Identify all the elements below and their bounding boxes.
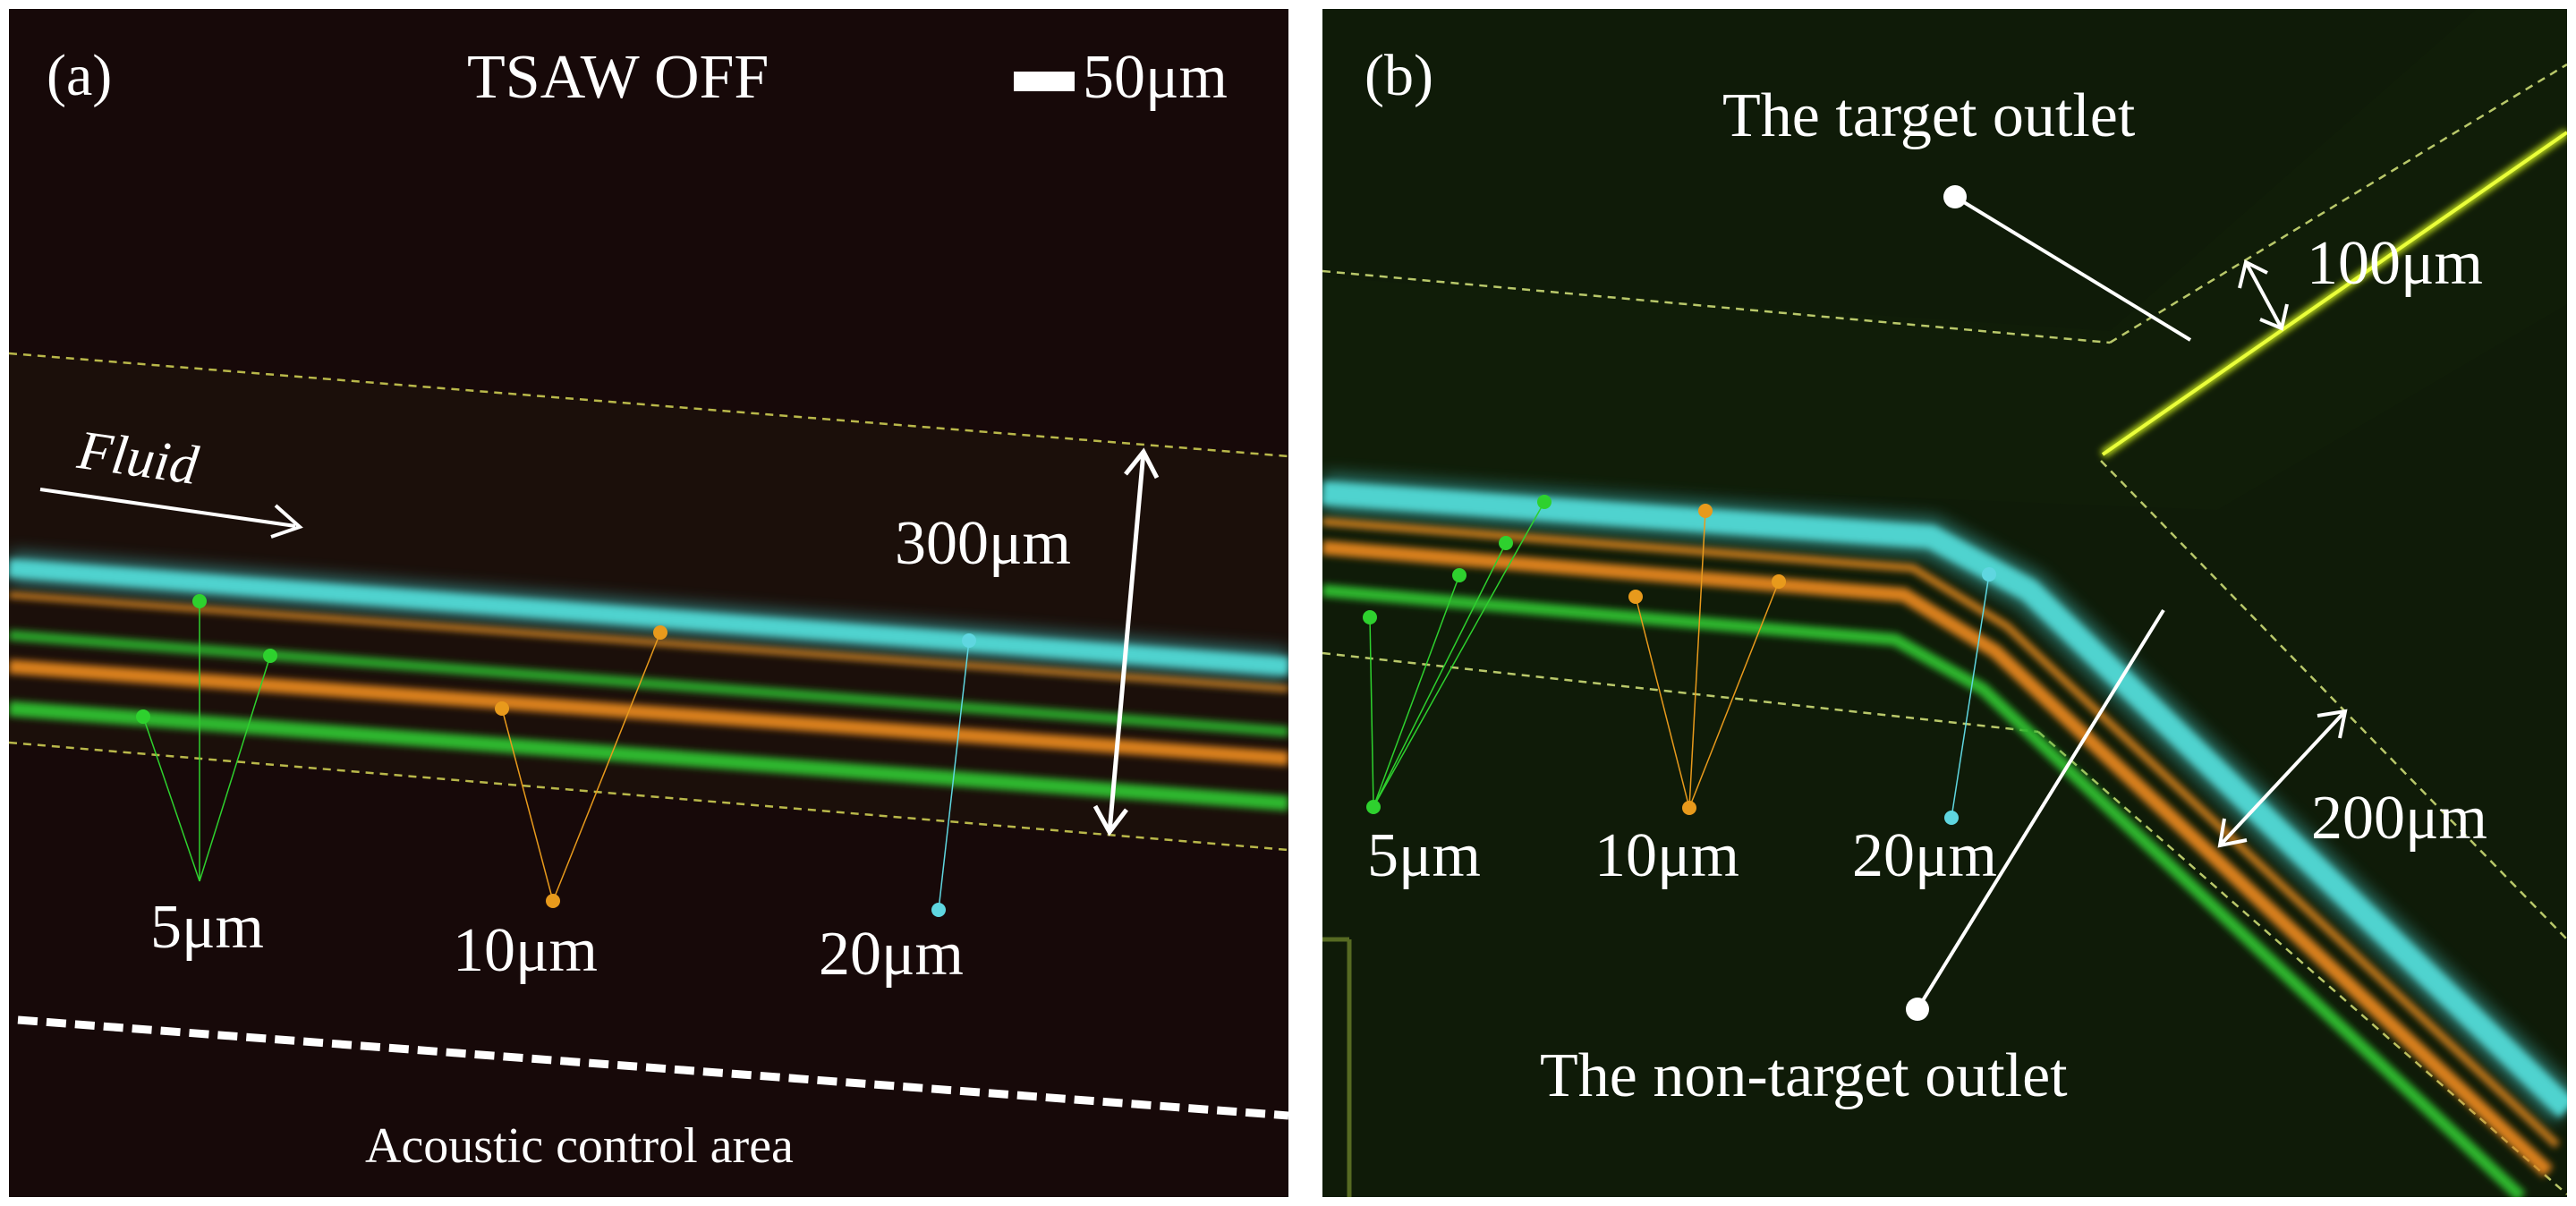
particle-label-20um-b: 20μm (1852, 821, 1997, 890)
target-outlet-label: The target outlet (1722, 81, 2136, 150)
stream-5um-lower (9, 701, 1288, 811)
target-outlet-pointer (1953, 195, 2192, 342)
dot-10um-hub (546, 894, 560, 908)
dot-20um-hub (931, 903, 946, 917)
stream-5um-upper (9, 630, 1288, 737)
channel-width-label: 300μm (895, 509, 1071, 578)
channel-walls-b (1322, 63, 2567, 1195)
width-200um-arrow (2217, 709, 2348, 848)
stream-10um-lower (9, 659, 1288, 766)
stream-10um-upper-b (1322, 517, 2561, 1149)
particle-streams (9, 552, 1288, 811)
nontarget-outlet-pointer (1916, 608, 2165, 1011)
fluid-arrow-head (270, 504, 303, 539)
stream-10um-lower-b (1322, 540, 2554, 1177)
particle-label-10um-a: 10μm (453, 916, 598, 985)
scale-bar-label: 50μm (1083, 43, 1228, 112)
width-300um-arrow (1092, 447, 1160, 837)
nontarget-outlet-label: The non-target outlet (1540, 1041, 2068, 1110)
leader-5um-2 (199, 655, 271, 882)
stream-20um (9, 559, 1288, 675)
stream-5um-b (1322, 584, 2526, 1197)
acoustic-area-boundary (17, 1015, 1288, 1120)
channel-region-b (1322, 9, 2567, 510)
dot-10um-2 (495, 701, 509, 716)
acoustic-area-label: Acoustic control area (365, 1118, 794, 1174)
dot-5um-3 (136, 709, 150, 724)
particle-label-5um-b: 5μm (1367, 821, 1481, 890)
panel-a-image (9, 9, 1288, 1197)
particle-streams-b (1322, 473, 2567, 1197)
leader-dots-a (136, 594, 976, 917)
leader-dots-b (1363, 495, 1996, 825)
stream-10um-upper (9, 591, 1288, 692)
target-outlet-pointer-dot (1943, 185, 1967, 208)
target-outlet-wall-core (2101, 131, 2567, 456)
dot-5um-1 (192, 594, 207, 608)
panel-b-image (1322, 9, 2567, 1197)
leader-5um-3 (142, 716, 200, 882)
panel-a-label: (a) (47, 43, 113, 108)
panel-b: (b) The target outlet 100μm 200μm 5μm 10… (1322, 9, 2567, 1197)
panel-a-title: TSAW OFF (467, 43, 769, 112)
leader-lines-a (142, 601, 970, 911)
dot-20um-1 (962, 633, 976, 648)
scale-bar (1014, 72, 1075, 91)
dot-10um-1 (653, 625, 667, 640)
panel-b-label: (b) (1365, 43, 1433, 108)
leader-10um-2 (501, 708, 554, 902)
nontarget-width-label: 200μm (2311, 784, 2487, 853)
target-width-label: 100μm (2307, 229, 2483, 298)
particle-label-20um-a: 20μm (819, 920, 964, 989)
particle-label-5um-a: 5μm (150, 893, 264, 962)
fluid-arrow (39, 488, 296, 528)
leader-20um (938, 640, 970, 911)
width-100um-arrow (2238, 259, 2289, 331)
panel-a: (a) TSAW OFF 50μm Fluid 300μm 5μm 10μm 2… (9, 9, 1288, 1197)
leader-lines-b (1369, 501, 1990, 819)
nontarget-outlet-pointer-dot (1906, 998, 1929, 1021)
particle-label-10um-b: 10μm (1594, 821, 1739, 890)
leader-10um-1 (552, 632, 661, 902)
stream-20um-b (1322, 481, 2567, 1118)
dot-5um-2 (263, 649, 277, 663)
